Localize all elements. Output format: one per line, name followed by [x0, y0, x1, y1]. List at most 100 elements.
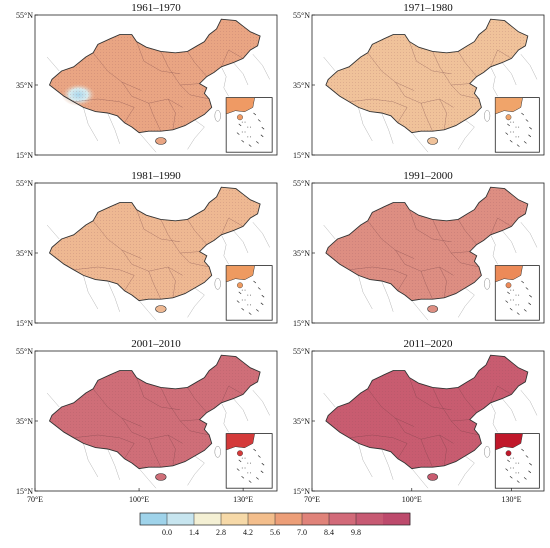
boundary-dash [238, 459, 242, 463]
inset-island-dot [241, 457, 243, 459]
china-outline [325, 354, 529, 470]
neighbour-border [323, 56, 336, 72]
panel-title: 2011–2020 [403, 338, 453, 350]
boundary-dash [521, 280, 525, 284]
province-border [221, 217, 244, 235]
province-border [167, 98, 176, 130]
boundary-dash [256, 477, 259, 480]
inset-island-dot [247, 304, 249, 306]
boundary-dash [253, 448, 257, 452]
colorbar-swatch [356, 513, 384, 525]
neighbour-border [323, 392, 336, 408]
inset-island-dot [244, 299, 246, 301]
boundary-dash [257, 455, 261, 458]
neighbour-border [221, 66, 229, 97]
inset-island-dot [515, 126, 517, 128]
inset-island-dot [518, 472, 520, 474]
province-border [92, 52, 142, 91]
inset-island-dot [515, 136, 517, 138]
lat-tick-label: 55°N [293, 347, 310, 356]
province-border [160, 51, 200, 86]
boundary-dash [505, 300, 509, 303]
neighbour-border [83, 107, 99, 142]
province-border [397, 107, 408, 123]
colorbar-tick-label: 1.4 [189, 528, 199, 537]
boundary-dash [248, 312, 252, 315]
boundary-dash [523, 309, 527, 312]
lon-tick-label: 70°E [304, 495, 320, 504]
boundary-dash [248, 144, 252, 147]
neighbour-border [46, 56, 60, 72]
province-border [451, 84, 480, 100]
boundary-dash [261, 126, 265, 130]
province-border [397, 443, 408, 459]
neighbour-border [252, 222, 270, 248]
boundary-dash [516, 144, 520, 147]
neighbour-border [107, 112, 120, 144]
inset-coast-fill [495, 97, 523, 115]
boundary-dash [528, 134, 532, 138]
panel-title: 2001–2010 [131, 338, 181, 350]
hainan-island [155, 137, 167, 145]
china-outline [48, 354, 261, 470]
colorbar-swatch [248, 513, 276, 525]
province-border [439, 266, 447, 298]
inset-hainan [237, 450, 243, 457]
boundary-dash [260, 470, 264, 474]
province-border [409, 377, 452, 410]
boundary-dash [509, 476, 513, 479]
neighbour-border [138, 132, 157, 153]
inset-island-dot [515, 304, 517, 306]
boundary-dash [236, 132, 240, 135]
province-border [148, 439, 161, 468]
neighbour-border [358, 107, 373, 142]
neighbour-border [107, 448, 120, 480]
taiwan-island [214, 277, 221, 290]
neighbour-border [83, 275, 99, 310]
boundary-dash [260, 302, 264, 306]
province-border [409, 41, 452, 74]
neighbour-border [358, 275, 373, 310]
province-border [160, 387, 200, 422]
boundary-dash [528, 302, 532, 306]
province-border [167, 266, 176, 298]
lat-tick-label: 15°N [293, 151, 310, 160]
lat-tick-label: 15°N [293, 487, 310, 496]
province-border [136, 209, 181, 242]
neighbour-border [411, 300, 429, 321]
lat-tick-label: 35°N [293, 81, 310, 90]
inset-island-dot [250, 136, 252, 138]
boundary-dash [241, 308, 245, 311]
boundary-dash [505, 468, 509, 471]
boundary-dash [253, 112, 257, 116]
boundary-dash [525, 119, 529, 122]
colorbar-swatch [383, 513, 411, 525]
neighbour-border [138, 468, 157, 489]
province-border [420, 103, 433, 132]
neighbour-border [520, 222, 538, 248]
province-border [167, 434, 176, 466]
inset-island-dot [512, 467, 514, 469]
boundary-dash [238, 123, 242, 127]
boundary-dash [507, 291, 510, 295]
province-border [148, 103, 161, 132]
inset-island-dot [247, 294, 249, 296]
neighbour-border [502, 62, 517, 86]
colorbar-tick-label: 2.8 [216, 528, 226, 537]
neighbour-border [323, 224, 336, 240]
boundary-dash [261, 294, 265, 298]
inset-island-dot [510, 131, 512, 133]
province-border [73, 434, 135, 444]
inset-island-dot [247, 462, 249, 464]
province-border [451, 420, 480, 436]
map-panel: 1991–2000 [311, 170, 545, 324]
panel-title: 1971–1980 [403, 2, 453, 14]
province-border [458, 219, 477, 245]
inset-coast-fill [225, 265, 255, 283]
inset-island-dot [241, 299, 243, 301]
boundary-dash [256, 141, 259, 144]
lat-tick-label: 55°N [293, 179, 310, 188]
province-border [148, 271, 161, 300]
lat-tick-label: 15°N [293, 319, 310, 328]
lat-tick-label: 35°N [16, 249, 33, 258]
